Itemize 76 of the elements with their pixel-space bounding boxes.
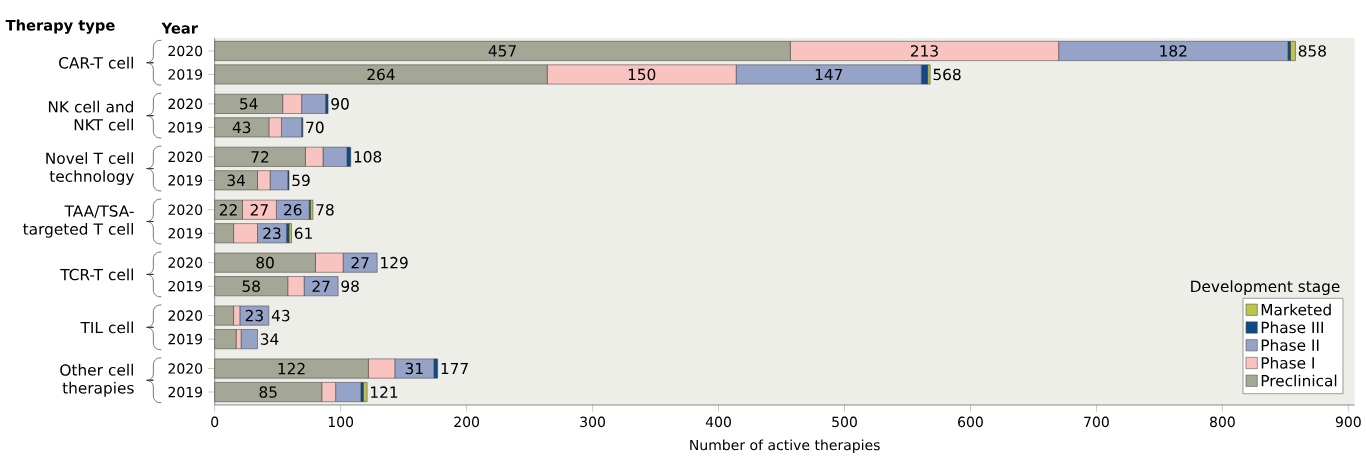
- y-tick-label: 2019: [168, 69, 203, 80]
- data-label: 34: [227, 174, 245, 187]
- data-label: 213: [910, 45, 938, 57]
- total-label: 858: [1298, 45, 1326, 57]
- y-tick-label: 2019: [168, 333, 203, 345]
- x-tick-label: 600: [958, 416, 983, 428]
- data-label: 58: [242, 280, 260, 292]
- data-label: 26: [284, 203, 302, 216]
- legend-label: Phase III: [1261, 321, 1323, 334]
- data-label: 23: [245, 309, 263, 322]
- y-tick-label: 2020: [168, 363, 203, 374]
- y-tick-label: 2020: [168, 98, 203, 110]
- total-label: 90: [331, 98, 349, 110]
- x-tick-label: 200: [454, 416, 480, 428]
- text: Novel T cell technology: [46, 152, 134, 185]
- text: Therapy type: [5, 19, 115, 34]
- x-tick-label: 100: [328, 416, 354, 428]
- legend-label: Preclinical: [1261, 374, 1337, 387]
- legend-label: Marketed: [1261, 303, 1331, 316]
- total-label: 129: [381, 256, 408, 269]
- x-tick-label: 300: [580, 416, 605, 428]
- y-tick-label: 2020: [168, 45, 203, 57]
- data-label: 22: [219, 204, 237, 216]
- data-label: 27: [351, 256, 369, 269]
- legend-label: Phase II: [1261, 339, 1319, 351]
- data-label: 72: [251, 151, 269, 163]
- y-tick-label: 2019: [168, 280, 203, 292]
- y-tick-label: 2020: [168, 204, 203, 216]
- legend-title: Development stage: [1191, 280, 1340, 296]
- total-label: 43: [271, 309, 290, 322]
- total-label: 177: [441, 362, 468, 375]
- data-label: 80: [256, 256, 274, 269]
- total-label: 78: [316, 203, 334, 216]
- text: Year: [161, 22, 198, 34]
- x-tick-label: 0: [211, 416, 219, 428]
- y-tick-label: 2019: [168, 122, 203, 133]
- data-label: 150: [628, 68, 656, 81]
- y-tick-label: 2019: [168, 227, 203, 239]
- total-label: 98: [341, 280, 359, 292]
- data-label: 122: [278, 362, 305, 375]
- data-label: 457: [488, 45, 516, 57]
- text: TCR-T cell: [60, 268, 133, 281]
- legend-label: Phase I: [1261, 356, 1314, 369]
- data-label: 182: [1160, 45, 1187, 57]
- total-label: 34: [260, 333, 279, 345]
- y-tick-label: 2020: [168, 151, 203, 163]
- y-tick-label: 2019: [168, 175, 203, 186]
- text: CAR-T cell: [59, 56, 133, 69]
- x-tick-label: 400: [705, 416, 731, 428]
- text: Other cell therapies: [60, 363, 134, 397]
- data-label: 23: [263, 227, 281, 240]
- text: TAA/TSA-targeted T cell: [23, 205, 134, 238]
- x-tick-label: 500: [832, 416, 857, 428]
- x-tick-label: 900: [1335, 416, 1361, 428]
- total-label: 59: [292, 174, 310, 187]
- text: TIL cell: [80, 321, 133, 334]
- data-label: 54: [240, 98, 258, 110]
- y-tick-label: 2020: [168, 310, 203, 321]
- total-label: 121: [371, 386, 398, 398]
- text: NK cell and NKT cell: [48, 100, 134, 131]
- data-label: 147: [815, 68, 843, 81]
- data-label: 31: [405, 362, 423, 375]
- x-tick-label: 700: [1084, 416, 1109, 428]
- x-tick-label: 800: [1209, 416, 1235, 428]
- total-label: 108: [354, 151, 382, 163]
- data-label: 43: [232, 121, 251, 134]
- y-tick-label: 2020: [168, 257, 203, 268]
- data-label: 264: [367, 68, 395, 81]
- data-label: 27: [312, 280, 330, 292]
- data-label: 27: [250, 204, 268, 216]
- total-label: 568: [933, 68, 961, 81]
- data-label: 85: [259, 386, 277, 398]
- y-tick-label: 2019: [168, 386, 203, 398]
- total-label: 61: [294, 227, 312, 240]
- total-label: 70: [306, 121, 324, 134]
- x-axis-title: Number of active therapies: [690, 439, 880, 453]
